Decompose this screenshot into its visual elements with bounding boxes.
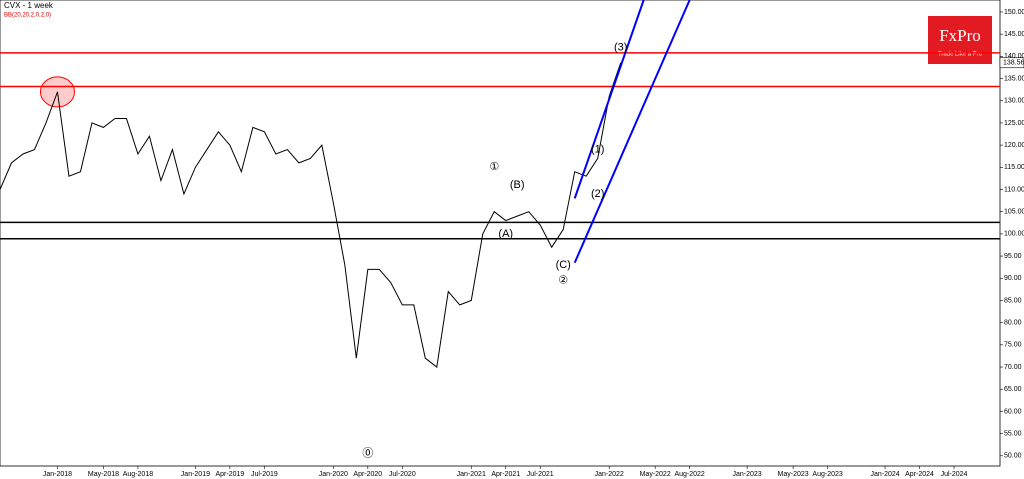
plot-frame <box>0 0 1001 467</box>
y-tick-label: 55.00 <box>1004 430 1022 437</box>
y-tick-label: 145.00 <box>1004 31 1024 38</box>
logo-name: FxPro <box>939 26 981 45</box>
wave-label: ② <box>558 274 568 286</box>
x-tick-label: Aug-2023 <box>812 471 842 478</box>
logo-background <box>928 16 992 64</box>
x-tick-label: Jul-2024 <box>941 471 968 478</box>
x-tick-label: Jan-2019 <box>181 471 210 478</box>
last-price-label: 138.56 <box>1003 60 1024 67</box>
x-tick-label: May-2023 <box>778 471 809 478</box>
x-tick-label: May-2018 <box>88 471 119 478</box>
wave-label: ① <box>489 161 499 173</box>
x-tick-label: Jan-2018 <box>43 471 72 478</box>
x-tick-label: Apr-2020 <box>353 471 382 478</box>
wave-label: (A) <box>498 228 513 240</box>
channel-line <box>573 0 645 199</box>
y-tick-label: 50.00 <box>1004 453 1022 460</box>
y-tick-label: 65.00 <box>1004 386 1022 393</box>
x-tick-label: Jul-2021 <box>527 471 554 478</box>
y-tick-label: 100.00 <box>1004 231 1024 238</box>
x-tick-label: Aug-2018 <box>123 471 153 478</box>
indicator-label: BB(20,20,2,0,2,0) <box>4 13 51 19</box>
y-tick-label: 150.00 <box>1004 9 1024 16</box>
y-tick-label: 125.00 <box>1004 120 1024 127</box>
y-tick-label: 105.00 <box>1004 209 1024 216</box>
y-tick-label: 135.00 <box>1004 75 1024 82</box>
chart-title: CVX - 1 week <box>4 1 54 10</box>
x-tick-label: Jan-2020 <box>319 471 348 478</box>
y-tick-label: 95.00 <box>1004 253 1022 260</box>
y-tick-label: 75.00 <box>1004 342 1022 349</box>
logo-slogan: Trade Like a Pro <box>938 52 983 58</box>
y-tick-label: 130.00 <box>1004 98 1024 105</box>
x-tick-label: Jan-2022 <box>595 471 624 478</box>
wave-label: (2) <box>591 188 604 200</box>
x-tick-label: Apr-2019 <box>215 471 244 478</box>
x-tick-label: Apr-2024 <box>905 471 934 478</box>
x-tick-label: Jul-2019 <box>251 471 278 478</box>
x-tick-label: Jan-2024 <box>870 471 899 478</box>
y-tick-label: 120.00 <box>1004 142 1024 149</box>
y-tick-label: 115.00 <box>1004 164 1024 171</box>
y-tick-label: 70.00 <box>1004 364 1022 371</box>
x-tick-label: Jul-2020 <box>389 471 416 478</box>
x-tick-label: Aug-2022 <box>674 471 704 478</box>
x-tick-label: Jan-2021 <box>457 471 486 478</box>
price-line <box>0 62 622 368</box>
last-price-box <box>999 57 1024 69</box>
channel-line <box>573 0 691 264</box>
y-tick-label: 85.00 <box>1004 297 1022 304</box>
y-tick-label: 140.00 <box>1004 53 1024 60</box>
x-tick-label: May-2022 <box>640 471 671 478</box>
wave-label: (1) <box>591 143 604 155</box>
wave-label: (3) <box>614 41 627 53</box>
wave-label: ⓪ <box>362 446 373 459</box>
y-tick-label: 90.00 <box>1004 275 1022 282</box>
wave-label: (B) <box>510 179 525 191</box>
x-tick-label: Jan-2023 <box>733 471 762 478</box>
wave-label: (C) <box>556 259 571 271</box>
y-tick-label: 110.00 <box>1004 186 1024 193</box>
y-tick-label: 60.00 <box>1004 408 1022 415</box>
x-tick-label: Apr-2021 <box>491 471 520 478</box>
y-tick-label: 80.00 <box>1004 319 1022 326</box>
logo: FxPro Trade Like a Pro <box>928 16 992 64</box>
